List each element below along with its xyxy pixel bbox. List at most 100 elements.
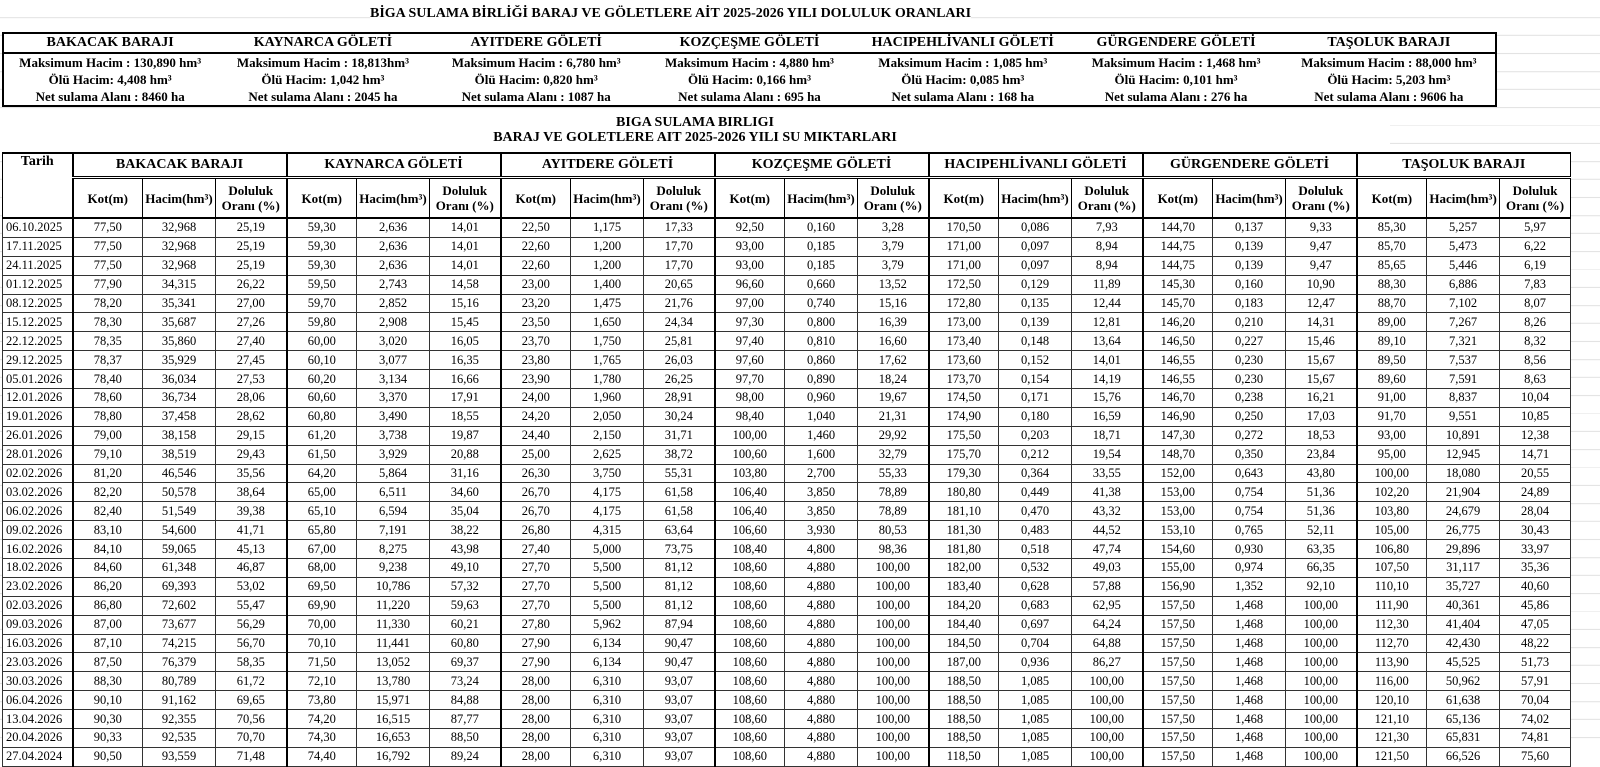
hacim-cell: 11,220 [356,595,430,616]
hacim-cell: 16,515 [356,709,430,730]
kot-cell: 121,30 [1355,728,1428,748]
hacim-cell: 7,321 [1426,331,1501,352]
hacim-cell: 4,880 [784,746,859,767]
doluluk-cell: 47,74 [1071,539,1144,560]
summary-dead-volume: Ölü Hacim: 0,101 hm³ [1114,71,1238,87]
doluluk-cell: 100,00 [857,652,930,673]
doluluk-cell: 56,29 [215,614,287,635]
kot-cell: 175,50 [927,425,1000,446]
kot-cell: 23,70 [499,331,572,352]
doluluk-cell: 100,00 [1285,690,1358,711]
kot-cell: 148,70 [1141,444,1214,465]
doluluk-cell: 24,89 [1499,482,1572,503]
column-header-kot: Kot(m) [71,177,143,219]
column-header-hacim: Hacim(hm³) [1212,177,1287,219]
hacim-cell: 24,679 [1426,501,1501,522]
kot-cell: 181,80 [927,539,1000,560]
hacim-cell: 92,535 [142,728,216,748]
doluluk-cell: 100,00 [857,633,930,654]
table-row: 09.03.2026 87,00 73,677 56,29 70,00 11,330 60,… [2,614,1572,635]
hacim-cell: 5,500 [570,576,645,597]
hacim-cell: 0,135 [998,293,1073,314]
hacim-cell: 0,160 [784,217,859,238]
table-row: 23.02.2026 86,20 69,393 53,02 69,50 10,786 57,… [2,576,1572,597]
hacim-cell: 1,085 [998,690,1073,711]
kot-cell: 92,50 [713,217,786,238]
kot-cell: 156,90 [1141,576,1214,597]
kot-cell: 157,50 [1141,671,1214,692]
kot-cell: 100,00 [713,425,786,446]
table-row: 12.01.2026 78,60 36,734 28,06 60,60 3,370 17,9… [2,388,1572,408]
doluluk-cell: 59,63 [428,595,502,616]
kot-cell: 153,10 [1141,520,1214,541]
kot-cell: 108,60 [713,709,786,730]
kot-cell: 23,80 [499,350,572,371]
table-row: 06.10.2025 77,50 32,968 25,19 59,30 2,636 14,0… [2,217,1572,238]
doluluk-cell: 19,67 [857,388,930,408]
doluluk-cell: 100,00 [857,558,930,578]
kot-cell: 93,00 [713,236,786,257]
hacim-cell: 37,458 [142,406,216,427]
kot-cell: 106,60 [713,520,786,541]
summary-irrigation-area: Net sulama Alanı : 276 ha [1104,88,1248,104]
hacim-cell: 6,310 [570,690,645,711]
doluluk-cell: 81,12 [643,595,716,616]
hacim-cell: 4,800 [784,539,859,560]
doluluk-cell: 47,05 [1499,614,1572,635]
doluluk-cell: 64,88 [1071,633,1144,654]
column-header-doluluk: Doluluk Oranı (%) [1071,177,1144,219]
hacim-cell: 13,780 [356,671,430,692]
date-cell: 03.02.2026 [2,482,73,503]
hacim-cell: 0,086 [998,217,1073,238]
doluluk-cell: 93,07 [643,746,716,767]
hacim-cell: 4,880 [784,558,859,578]
doluluk-cell: 92,10 [1285,576,1358,597]
kot-cell: 78,80 [71,406,143,427]
kot-cell: 72,10 [285,671,357,692]
hacim-cell: 1,468 [1212,709,1287,730]
kot-cell: 28,00 [499,709,572,730]
kot-cell: 157,50 [1141,633,1214,654]
date-cell: 18.02.2026 [2,558,73,578]
doluluk-cell: 30,43 [1499,520,1572,541]
doluluk-cell: 100,00 [1285,614,1358,635]
hacim-cell: 6,134 [570,633,645,654]
hacim-cell: 1,468 [1212,633,1287,654]
doluluk-cell: 100,00 [1285,633,1358,654]
doluluk-cell: 100,00 [1285,671,1358,692]
column-header-doluluk: Doluluk Oranı (%) [215,177,287,219]
hacim-cell: 1,468 [1212,614,1287,635]
doluluk-cell: 27,53 [215,369,287,390]
hacim-cell: 6,886 [1426,274,1501,295]
kot-cell: 70,00 [285,614,357,635]
summary-dam-name: TAŞOLUK BARAJI [1282,33,1496,54]
kot-cell: 26,70 [499,482,572,503]
hacim-cell: 35,860 [142,331,216,352]
hacim-cell: 4,175 [570,501,645,522]
doluluk-cell: 78,89 [857,482,930,503]
kot-cell: 174,50 [927,388,1000,408]
kot-cell: 84,10 [71,539,143,560]
kot-cell: 180,80 [927,482,1000,503]
hacim-cell: 9,238 [356,558,430,578]
dam-header: GÜRGENDERE GÖLETİ [1141,152,1358,179]
table-row: 01.12.2025 77,90 34,315 26,22 59,50 2,743 14,5… [2,274,1572,295]
kot-cell: 28,00 [499,690,572,711]
hacim-cell: 6,310 [570,671,645,692]
hacim-cell: 0,148 [998,331,1073,352]
date-cell: 28.01.2026 [2,444,73,465]
hacim-cell: 0,212 [998,444,1073,465]
summary-irrigation-area: Net sulama Alanı : 2045 ha [248,88,398,104]
hacim-cell: 1,040 [784,406,859,427]
hacim-cell: 1,650 [570,312,645,333]
doluluk-cell: 26,25 [643,369,716,390]
hacim-cell: 1,085 [998,746,1073,767]
doluluk-cell: 28,91 [643,388,716,408]
kot-cell: 23,50 [499,312,572,333]
hacim-cell: 1,175 [570,217,645,238]
doluluk-cell: 3,79 [857,236,930,257]
hacim-cell: 34,315 [142,274,216,295]
hacim-cell: 92,355 [142,709,216,730]
kot-cell: 60,80 [285,406,357,427]
kot-cell: 184,20 [927,595,1000,616]
